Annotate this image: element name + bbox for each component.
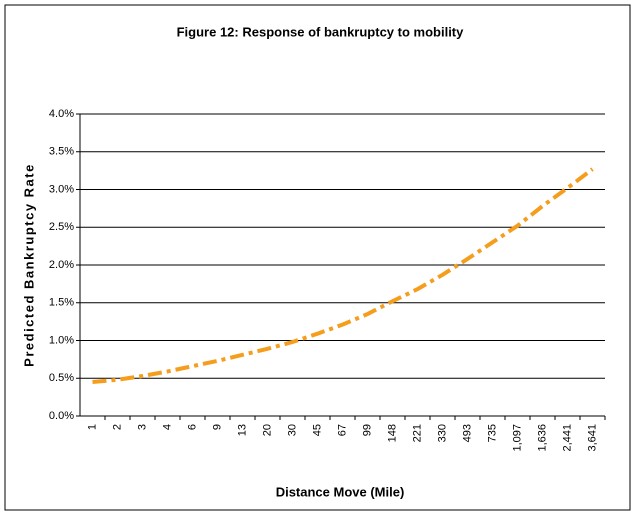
y-tick-label: 3.5% <box>49 146 74 158</box>
x-tick-label: 735 <box>486 424 498 442</box>
x-tick-label: 67 <box>336 424 348 436</box>
data-line <box>92 167 594 385</box>
x-tick-label: 3,641 <box>586 424 598 452</box>
x-tick-label: 1,636 <box>536 424 548 452</box>
x-tick-label: 221 <box>411 424 423 442</box>
x-tick-label: 493 <box>461 424 473 442</box>
x-tick-label: 99 <box>361 424 373 436</box>
y-tick-label: 1.5% <box>49 297 74 309</box>
chart-title: Figure 12: Response of bankruptcy to mob… <box>177 24 465 39</box>
y-axis-title: Predicted Bankruptcy Rate <box>21 163 36 367</box>
y-tick-label: 2.0% <box>49 259 74 271</box>
x-tick-label: 13 <box>236 424 248 436</box>
x-tick-label: 330 <box>436 424 448 442</box>
x-tick-label: 45 <box>311 424 323 436</box>
y-tick-label: 4.0% <box>49 108 74 120</box>
x-tick-label: 148 <box>386 424 398 442</box>
x-axis-title: Distance Move (Mile) <box>276 484 405 499</box>
x-tick-label: 3 <box>136 424 148 430</box>
x-tick-label: 2,441 <box>561 424 573 452</box>
x-tick-label: 6 <box>186 424 198 430</box>
x-tick-label: 20 <box>261 424 273 436</box>
y-tick-label: 0.5% <box>49 372 74 384</box>
chart-border <box>4 4 631 511</box>
y-tick-label: 0.0% <box>49 410 74 422</box>
x-tick-label: 9 <box>211 424 223 430</box>
x-tick-label: 1,097 <box>511 424 523 452</box>
x-tick-label: 30 <box>286 424 298 436</box>
x-tick-label: 4 <box>161 424 173 430</box>
y-tick-label: 2.5% <box>49 221 74 233</box>
x-tick-label: 1 <box>86 424 98 430</box>
x-tick-label: 2 <box>111 424 123 430</box>
y-tick-label: 1.0% <box>49 334 74 346</box>
y-tick-label: 3.0% <box>49 183 74 195</box>
